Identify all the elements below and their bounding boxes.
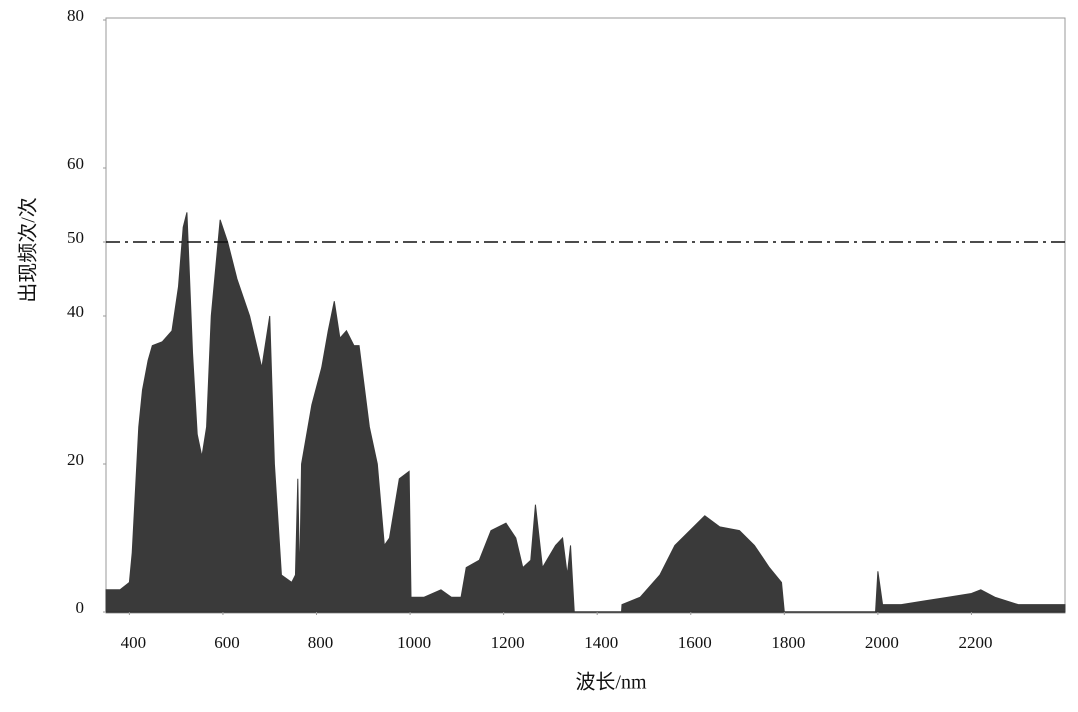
y-tick-label: 60 xyxy=(67,154,84,173)
x-tick-label: 1000 xyxy=(397,633,431,652)
x-axis-label: 波长/nm xyxy=(575,671,647,694)
x-tick-label: 1600 xyxy=(678,633,712,652)
x-tick-label: 1200 xyxy=(491,633,525,652)
x-tick-label: 600 xyxy=(214,633,240,652)
area xyxy=(105,212,1066,613)
y-tick-label: 20 xyxy=(67,450,84,469)
y-tick-label: 0 xyxy=(76,598,85,617)
x-tick-label: 2200 xyxy=(958,633,992,652)
y-axis-label: 出现频次/次 xyxy=(17,197,40,303)
y-tick-label: 80 xyxy=(67,6,84,25)
x-tick-label: 2000 xyxy=(865,633,899,652)
y-tick-label: 50 xyxy=(67,228,84,247)
y-tick-label: 40 xyxy=(67,302,84,321)
x-tick-label: 400 xyxy=(121,633,147,652)
x-tick-label: 1400 xyxy=(584,633,618,652)
x-tick-label: 1800 xyxy=(771,633,805,652)
x-tick-label: 800 xyxy=(308,633,334,652)
